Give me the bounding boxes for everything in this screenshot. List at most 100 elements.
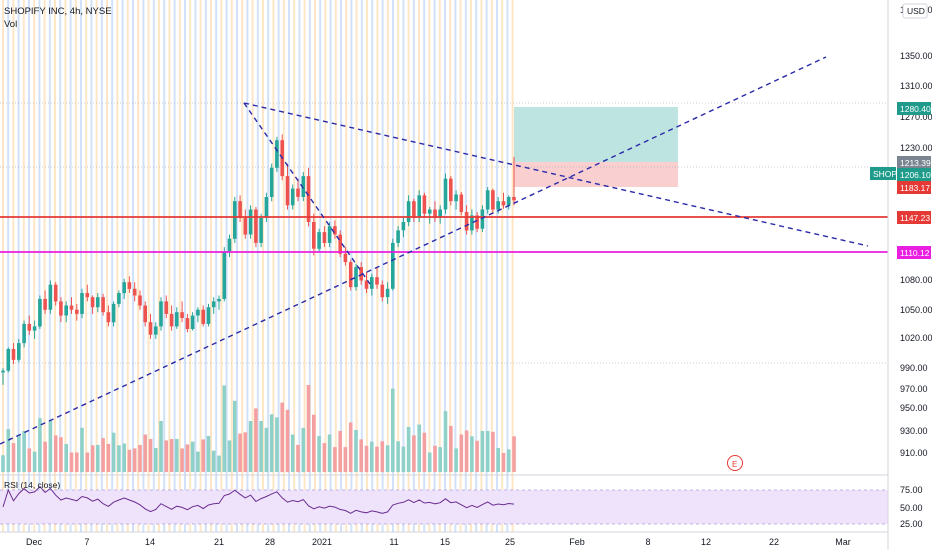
session-stripe: [48, 0, 51, 532]
price-tag-magenta-bg: [897, 246, 931, 259]
time-tick-label: 15: [440, 537, 450, 547]
price-tag-mid-bg: [897, 156, 931, 168]
currency-box[interactable]: [902, 3, 928, 19]
session-stripe: [90, 0, 93, 532]
volume-bar: [512, 436, 516, 472]
volume-bar: [301, 427, 306, 473]
session-stripe: [428, 0, 431, 532]
candle-body: [391, 242, 395, 289]
volume-bar: [38, 418, 42, 472]
price-tick-label: 1270.00: [900, 112, 932, 122]
volume-bar: [17, 435, 21, 472]
session-stripe: [178, 0, 181, 532]
volume-bar: [496, 448, 500, 472]
session-stripe: [376, 0, 379, 532]
session-stripe: [360, 0, 363, 532]
trendline-steep[interactable]: [243, 102, 371, 285]
time-tick-label: 25: [505, 537, 515, 547]
volume-bar: [85, 452, 90, 472]
volume-bar: [80, 427, 84, 473]
volume-bar: [175, 439, 179, 472]
session-stripe: [137, 0, 140, 532]
candle-body: [27, 323, 32, 331]
session-stripe: [288, 0, 290, 532]
candle-body: [238, 201, 242, 218]
candle-body: [80, 293, 84, 314]
candle-body: [269, 167, 274, 197]
volume-bar: [264, 427, 269, 473]
candle-body: [385, 288, 390, 298]
session-stripe: [100, 0, 103, 532]
price-tick-label: 950.00: [900, 403, 928, 413]
volume-bar: [470, 436, 474, 472]
candle-body: [132, 288, 137, 296]
candle-body: [75, 309, 79, 314]
session-stripe: [298, 0, 301, 532]
candle-body: [496, 201, 500, 210]
session-stripe: [142, 0, 145, 532]
candle-body: [491, 190, 495, 210]
volume-bar: [1, 455, 5, 472]
candle-body: [138, 295, 142, 306]
volume-bar: [475, 440, 479, 472]
session-stripe: [262, 0, 264, 532]
candle-body: [370, 277, 374, 289]
candle-body: [101, 297, 105, 313]
candle-body: [343, 253, 348, 263]
volume-bar: [101, 438, 105, 472]
candle-body: [211, 301, 216, 308]
candle-body: [243, 217, 248, 235]
candle-body: [22, 323, 26, 344]
candle-body: [322, 232, 327, 243]
volume-bar: [343, 447, 348, 472]
trendline-rising[interactable]: [0, 56, 827, 445]
session-stripe: [490, 0, 493, 532]
session-stripe: [402, 0, 405, 532]
session-stripe: [251, 0, 254, 532]
candle-body: [196, 309, 200, 316]
volume-bar: [422, 432, 427, 472]
candle-body: [454, 194, 458, 202]
session-stripe: [28, 0, 30, 532]
time-tick-label: 8: [645, 537, 650, 547]
shop-tag-bg: [870, 167, 896, 180]
session-stripe: [444, 0, 446, 532]
trendline-falling[interactable]: [243, 102, 869, 247]
candle-body: [359, 267, 363, 281]
volume-bar: [238, 433, 242, 472]
volume-bar: [90, 445, 95, 472]
session-stripe: [215, 0, 218, 532]
candle-body: [227, 238, 232, 252]
session-stripe: [319, 0, 322, 532]
candle-body: [148, 322, 153, 335]
volume-bar: [338, 430, 342, 472]
session-stripe: [210, 0, 212, 532]
session-stripe: [485, 0, 488, 532]
session-stripe: [17, 0, 20, 532]
volume-bar: [143, 434, 147, 472]
session-stripe: [241, 0, 244, 532]
session-stripe: [2, 0, 4, 532]
time-tick-label: 11: [389, 537, 398, 547]
volume-bar: [254, 408, 258, 472]
candle-body: [327, 226, 332, 243]
time-axis-ticks: Dec 7 14 21 28 2021 11 15 25 Feb 8 12 22 Mar: [26, 537, 851, 547]
earnings-marker-label: E: [732, 460, 737, 469]
session-stripe: [204, 0, 207, 532]
candle-body: [159, 301, 163, 327]
candle-body: [364, 280, 369, 289]
session-stripe: [267, 0, 270, 532]
candle-body: [185, 318, 190, 329]
candle-body: [375, 277, 379, 285]
candle-body: [301, 176, 306, 197]
candle-body: [1, 370, 5, 373]
candle-body: [122, 282, 126, 294]
earnings-marker[interactable]: [727, 455, 743, 471]
session-stripe: [496, 0, 498, 532]
volume-bar: [427, 452, 432, 472]
volume-bar: [485, 430, 490, 472]
session-stripe: [7, 0, 10, 532]
time-tick-label: Dec: [26, 537, 43, 547]
volume-bar: [122, 443, 126, 472]
